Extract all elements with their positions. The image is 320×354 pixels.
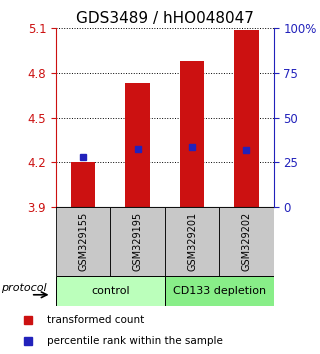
Bar [165,276,274,306]
Bar [180,61,204,207]
Bar [56,276,165,306]
Bar [125,84,150,207]
Bar [234,30,259,207]
Bar [219,207,274,276]
Text: control: control [91,286,130,296]
Bar [71,162,95,207]
Text: transformed count: transformed count [47,315,144,325]
Bar [165,207,219,276]
Text: percentile rank within the sample: percentile rank within the sample [47,336,223,346]
Text: protocol: protocol [1,282,47,292]
Text: CD133 depletion: CD133 depletion [172,286,266,296]
Title: GDS3489 / hHO048047: GDS3489 / hHO048047 [76,11,254,26]
Bar [56,207,110,276]
Text: GSM329202: GSM329202 [241,212,252,271]
Bar [110,207,165,276]
Text: GSM329201: GSM329201 [187,212,197,271]
Text: GSM329195: GSM329195 [132,212,143,271]
Text: GSM329155: GSM329155 [78,212,88,271]
